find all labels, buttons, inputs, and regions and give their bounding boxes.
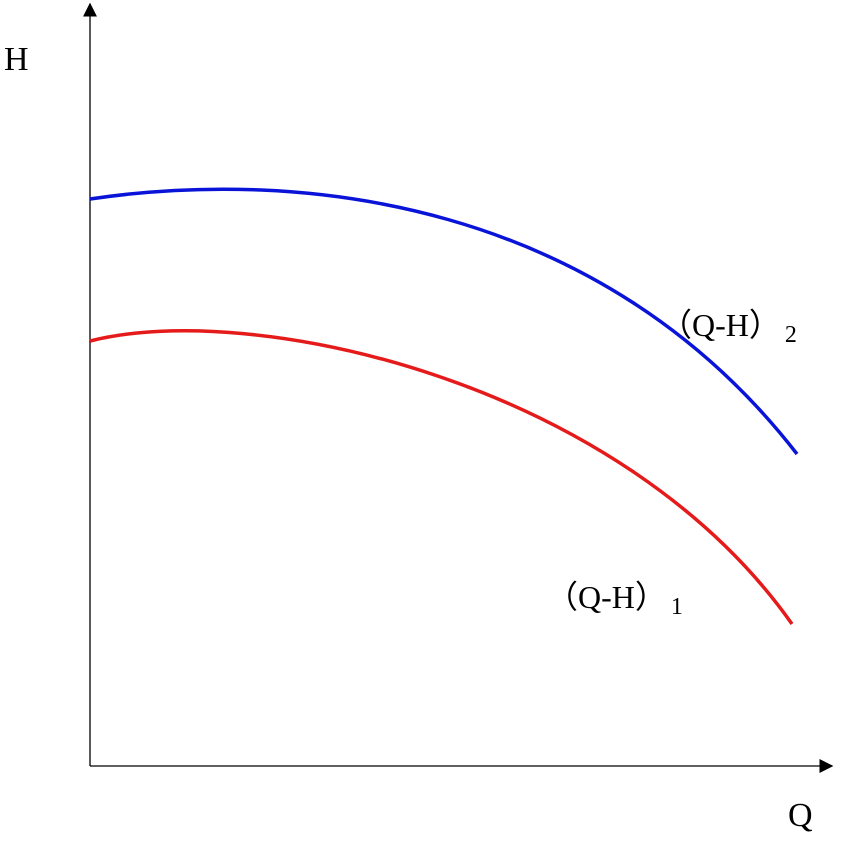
curve-name: （Q-H） <box>660 307 781 343</box>
curve-subscript: 1 <box>671 594 683 620</box>
curve-name: （Q-H） <box>546 579 667 615</box>
curve-subscript: 2 <box>785 322 797 348</box>
curve-1 <box>89 329 794 626</box>
x-axis-label: Q <box>788 797 813 834</box>
curve-label: （Q-H） 2 <box>660 307 797 348</box>
curve-2 <box>89 187 799 456</box>
curve-label: （Q-H） 1 <box>546 579 683 620</box>
y-axis-label: H <box>4 41 29 78</box>
